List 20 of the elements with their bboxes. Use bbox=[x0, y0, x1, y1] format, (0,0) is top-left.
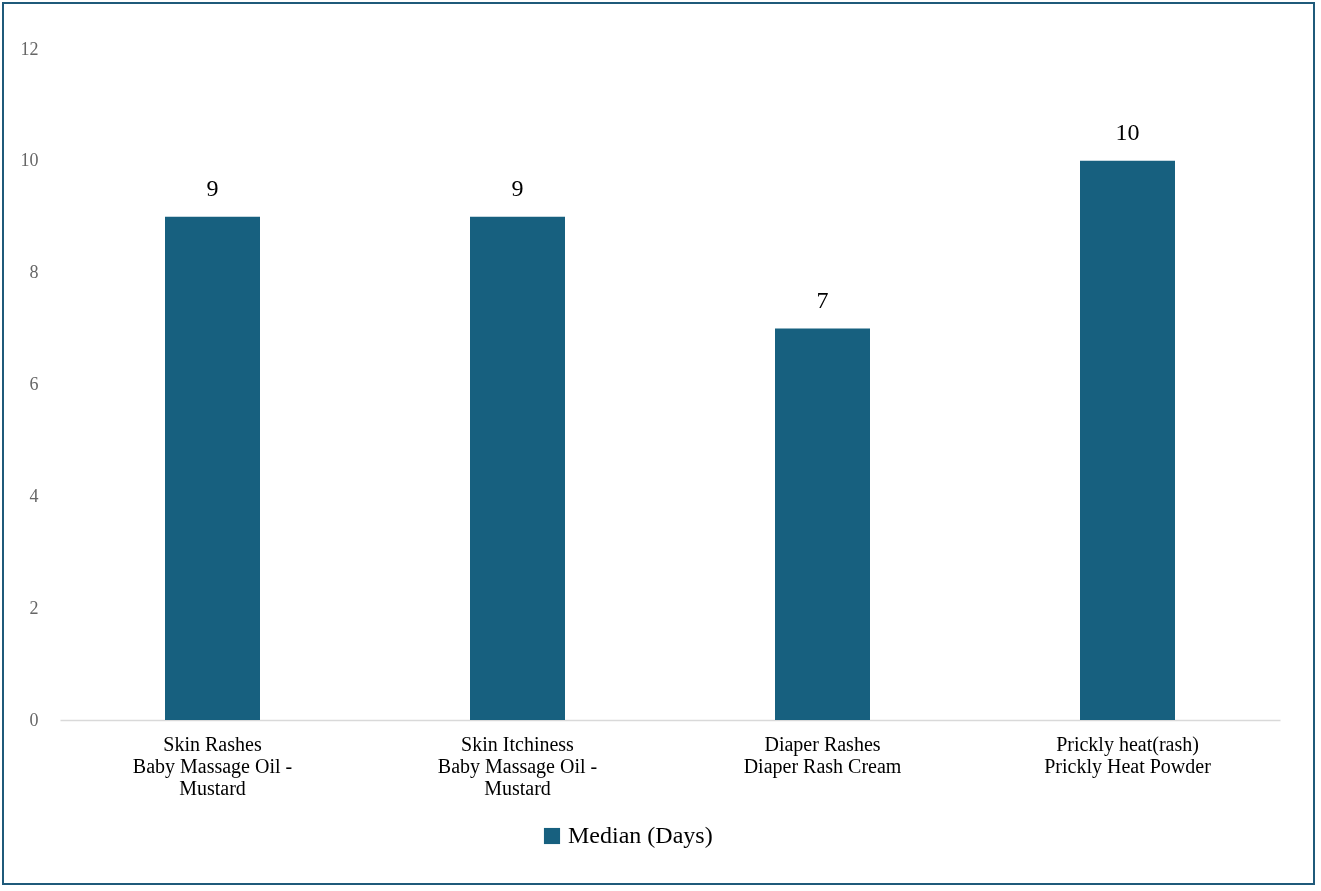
bar bbox=[165, 216, 260, 720]
bar bbox=[470, 216, 565, 720]
bar bbox=[1080, 160, 1175, 720]
y-tick-label: 2 bbox=[29, 597, 39, 618]
x-tick-label: Diaper Rashes Diaper Rash Cream bbox=[743, 732, 902, 778]
bar bbox=[775, 328, 870, 720]
legend-label: Median (Days) bbox=[568, 822, 713, 848]
data-label: 9 bbox=[206, 174, 219, 201]
y-tick-label: 10 bbox=[20, 150, 39, 171]
data-label: 9 bbox=[511, 174, 524, 201]
y-tick-label: 4 bbox=[29, 485, 39, 506]
x-tick-label: Skin Rashes Baby Massage Oil - Mustard bbox=[132, 732, 293, 799]
data-label: 10 bbox=[1115, 118, 1140, 145]
y-tick-label: 8 bbox=[29, 262, 39, 283]
data-label: 7 bbox=[816, 286, 829, 313]
y-tick-label: 6 bbox=[29, 374, 39, 394]
y-tick-label: 0 bbox=[29, 709, 39, 730]
y-tick-label: 12 bbox=[20, 38, 39, 59]
x-tick-label: Prickly heat(rash) Prickly Heat Powder bbox=[1044, 732, 1212, 778]
x-tick-label: Skin Itchiness Baby Massage Oil - Mustard bbox=[437, 732, 598, 799]
